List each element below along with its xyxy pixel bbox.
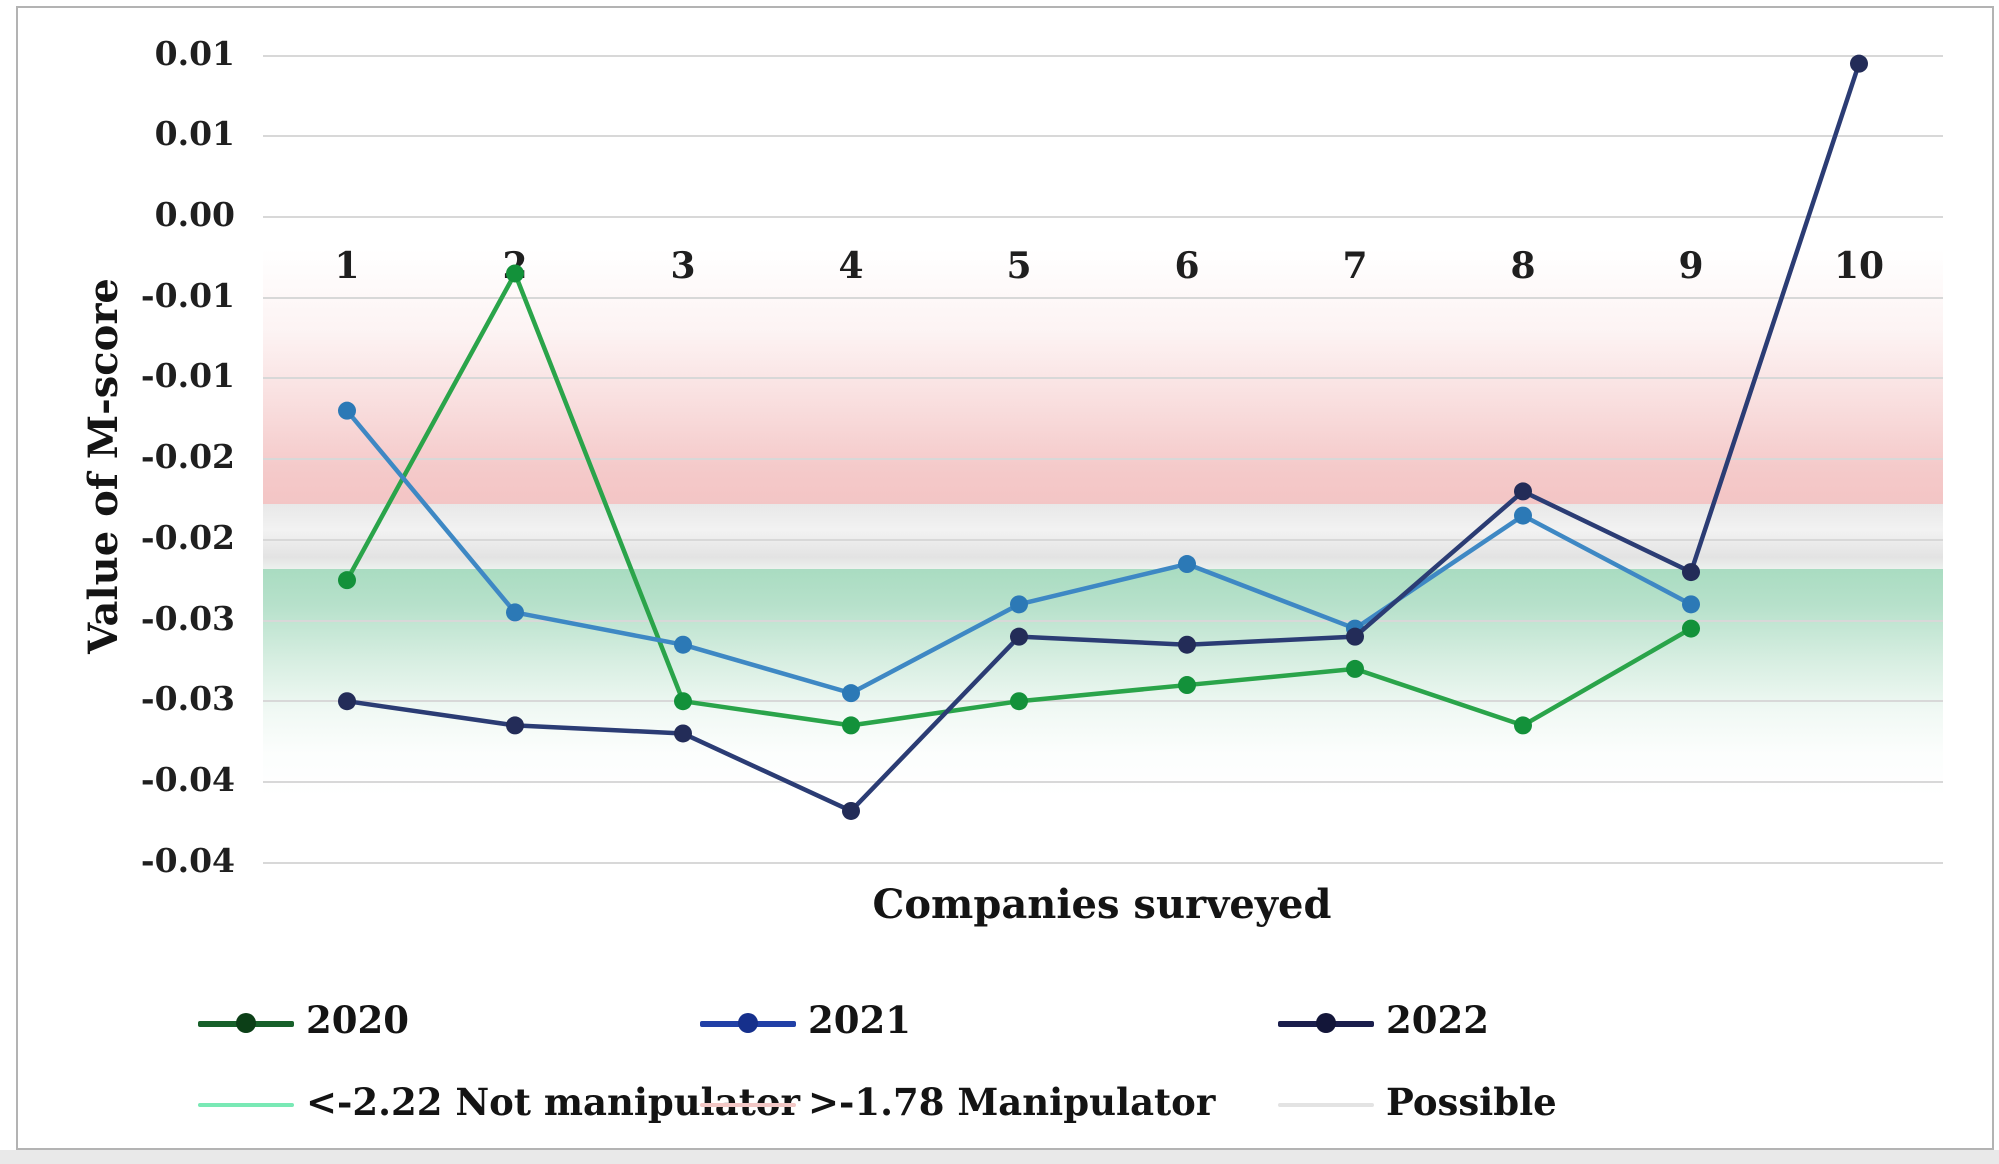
legend-swatch	[700, 1103, 796, 1107]
x-axis-title: Companies surveyed	[872, 881, 1332, 928]
legend-label: Possible	[1386, 1080, 1557, 1124]
gridline	[263, 54, 1943, 57]
legend-label: 2020	[306, 998, 409, 1042]
series-line-2022	[344, 61, 1862, 814]
legend-marker	[236, 1013, 256, 1033]
data-point-2022	[674, 724, 692, 743]
data-point-2020	[842, 716, 860, 735]
data-point-2021	[674, 635, 692, 654]
legend-marker	[1316, 1013, 1336, 1033]
gridline	[263, 296, 1943, 299]
y-tick-label: 0.01	[154, 33, 235, 73]
x-tick-label: 9	[1678, 245, 1704, 287]
x-tick-label: 3	[670, 245, 696, 287]
legend-swatch	[1278, 1103, 1374, 1107]
data-point-2020	[1346, 659, 1364, 678]
x-tick-label: 4	[838, 245, 864, 287]
data-point-2020	[1010, 692, 1028, 711]
legend-swatch	[198, 1103, 294, 1107]
data-point-2021	[1178, 555, 1196, 574]
data-point-2022	[1850, 54, 1868, 73]
y-tick-label: 0.01	[154, 114, 235, 154]
data-point-2020	[1514, 716, 1532, 735]
y-tick-label: -0.04	[140, 759, 235, 799]
data-point-2021	[842, 684, 860, 703]
x-tick-label: 5	[1006, 245, 1032, 287]
y-tick-label: -0.01	[140, 356, 235, 396]
data-point-2021	[506, 603, 524, 622]
gridline	[263, 619, 1943, 622]
data-point-2021	[1682, 595, 1700, 614]
gridline	[263, 861, 1943, 864]
y-tick-label: -0.01	[140, 275, 235, 315]
y-tick-label: -0.03	[140, 598, 235, 638]
data-point-2022	[506, 716, 524, 735]
data-point-2021	[338, 401, 356, 420]
y-tick-label: 0.00	[154, 195, 235, 234]
x-tick-label: 7	[1342, 245, 1368, 287]
y-tick-label: -0.02	[140, 517, 235, 557]
gridline	[263, 216, 1943, 218]
data-point-2020	[674, 692, 692, 711]
data-point-2020	[338, 571, 356, 590]
series-line-2020	[344, 271, 1694, 728]
gridline	[263, 135, 1943, 138]
page-bottom-strip	[0, 1150, 1999, 1164]
gridline	[263, 538, 1943, 541]
data-point-2021	[1514, 506, 1532, 525]
data-point-2022	[1346, 627, 1364, 646]
x-tick-label: 8	[1510, 245, 1536, 287]
y-tick-label: -0.04	[140, 840, 235, 880]
legend-label: <-2.22 Not manipulator	[306, 1080, 800, 1124]
data-point-2021	[1010, 595, 1028, 614]
band-green	[263, 568, 1943, 799]
series-line-2021	[344, 408, 1694, 696]
data-point-2022	[1514, 482, 1532, 501]
data-point-2022	[338, 692, 356, 711]
data-point-2022	[1178, 635, 1196, 654]
data-point-2020	[506, 264, 524, 283]
legend-label: 2022	[1386, 998, 1489, 1042]
data-point-2022	[1682, 563, 1700, 582]
gridline	[263, 377, 1943, 380]
x-tick-label: 1	[334, 245, 360, 287]
x-tick-label: 10	[1833, 245, 1885, 287]
gridline	[263, 780, 1943, 783]
y-tick-label: -0.02	[140, 437, 235, 477]
x-tick-label: 6	[1174, 245, 1200, 287]
band-red	[263, 249, 1943, 505]
legend-marker	[738, 1013, 758, 1033]
gridline	[263, 700, 1943, 703]
legend-label: 2021	[808, 998, 911, 1042]
data-point-2020	[1682, 619, 1700, 638]
legend-label: >-1.78 Manipulator	[808, 1080, 1216, 1124]
data-point-2020	[1178, 676, 1196, 695]
data-point-2022	[1010, 627, 1028, 646]
y-tick-label: -0.03	[140, 679, 235, 719]
gridline	[263, 458, 1943, 461]
data-point-2022	[842, 801, 860, 820]
